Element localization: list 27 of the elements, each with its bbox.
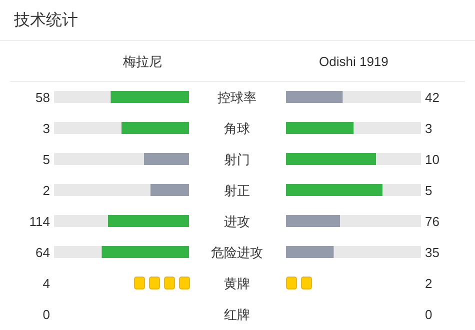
value-label: 64 bbox=[36, 245, 50, 260]
series-name: 梅拉尼 bbox=[123, 54, 162, 69]
series-name: Odishi 1919 bbox=[319, 54, 388, 69]
title: 技术统计 bbox=[14, 12, 78, 29]
value-label: 2 bbox=[425, 276, 432, 291]
value-label: 114 bbox=[29, 214, 50, 229]
value-label: 2 bbox=[42, 183, 50, 198]
value-label: 10 bbox=[425, 152, 440, 167]
category-label: 角球 bbox=[224, 121, 250, 136]
value-label: 42 bbox=[425, 90, 440, 105]
value-label: 5 bbox=[42, 152, 50, 167]
category-label: 黄牌 bbox=[224, 276, 250, 291]
value-label: 4 bbox=[42, 276, 50, 291]
category-label: 射门 bbox=[224, 152, 250, 167]
value-label: 58 bbox=[36, 90, 50, 105]
value-label: 76 bbox=[425, 214, 440, 229]
category-label: 红牌 bbox=[224, 307, 250, 322]
category-label: 危险进攻 bbox=[211, 245, 263, 260]
value-label: 3 bbox=[42, 121, 50, 136]
category-label: 控球率 bbox=[218, 90, 256, 105]
value-label: 35 bbox=[425, 245, 440, 260]
category-label: 射正 bbox=[224, 183, 250, 198]
value-label: 0 bbox=[42, 307, 50, 322]
value-label: 0 bbox=[425, 307, 432, 322]
value-label: 3 bbox=[425, 121, 432, 136]
category-label: 进攻 bbox=[224, 214, 250, 229]
value-label: 5 bbox=[425, 183, 432, 198]
